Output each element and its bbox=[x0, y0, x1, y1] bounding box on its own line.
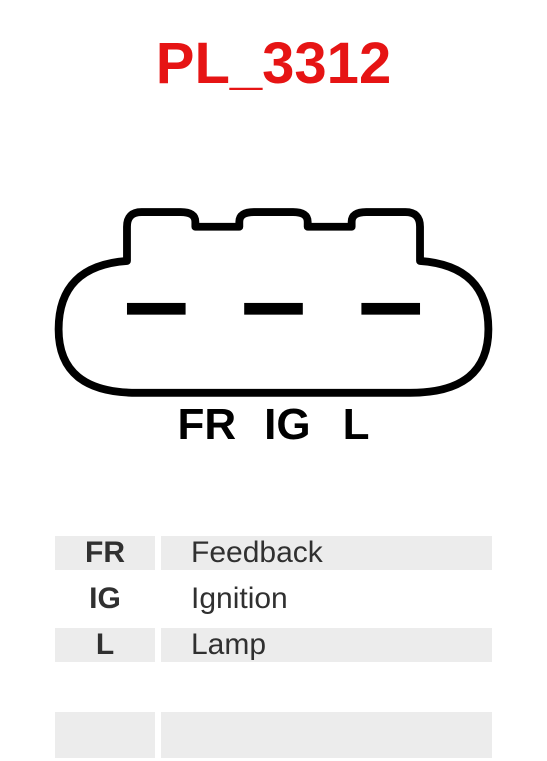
pin-label: IG bbox=[264, 400, 310, 450]
connector-slot bbox=[127, 303, 186, 315]
connector-slots bbox=[127, 303, 420, 315]
legend-desc-cell: Lamp bbox=[161, 628, 492, 662]
legend-table: FRFeedbackIGIgnitionLLamp bbox=[55, 530, 492, 668]
connector-slot bbox=[244, 303, 303, 315]
pin-labels-row: FR IG L bbox=[0, 400, 547, 460]
legend-empty-code-cell bbox=[55, 712, 155, 758]
connector-diagram bbox=[0, 170, 547, 400]
connector-slot bbox=[361, 303, 420, 315]
legend-row: LLamp bbox=[55, 622, 492, 668]
part-number-title: PL_3312 bbox=[0, 30, 547, 97]
connector-outline bbox=[59, 212, 489, 393]
legend-code-cell: FR bbox=[55, 536, 155, 570]
legend-empty-row bbox=[55, 712, 492, 758]
legend-desc-cell: Ignition bbox=[161, 582, 492, 616]
pin-label: L bbox=[343, 400, 370, 450]
legend-empty-desc-cell bbox=[161, 712, 492, 758]
legend-code-cell: L bbox=[55, 628, 155, 662]
diagram-canvas: PL_3312 FRIGL FRFeedbackIGIgnitionLLamp bbox=[0, 0, 547, 761]
pin-label: FR bbox=[178, 400, 237, 450]
legend-row: IGIgnition bbox=[55, 576, 492, 622]
legend-code-cell: IG bbox=[55, 582, 155, 616]
connector-svg bbox=[0, 170, 547, 430]
legend-row: FRFeedback bbox=[55, 530, 492, 576]
legend-desc-cell: Feedback bbox=[161, 536, 492, 570]
